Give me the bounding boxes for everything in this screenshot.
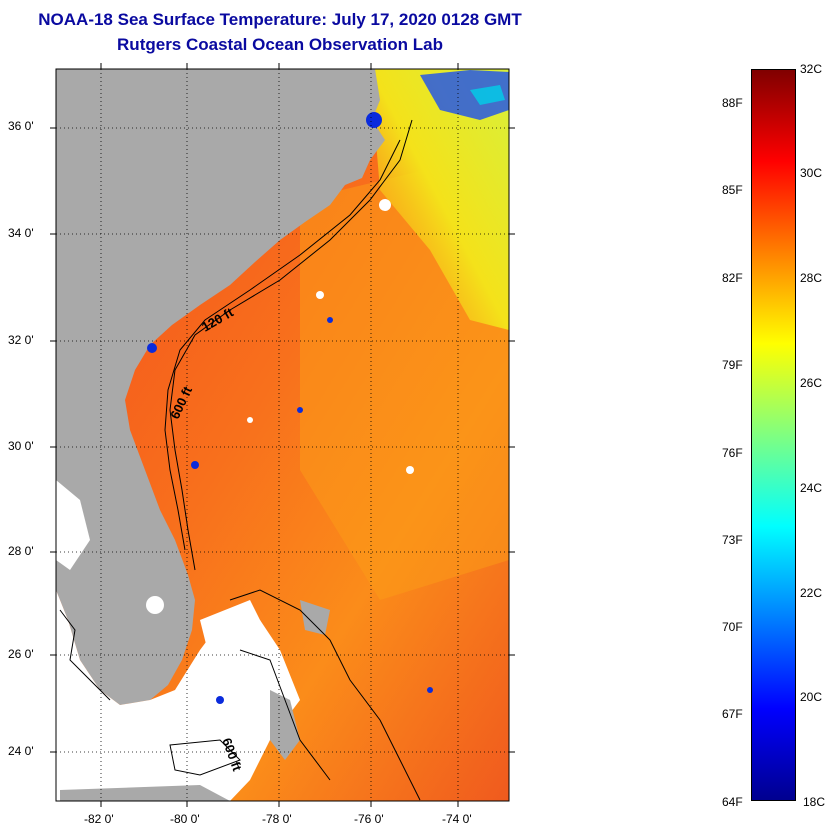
colorbar-celsius-label: 26C: [800, 376, 823, 390]
colorbar-fahrenheit-label: 79F: [722, 358, 743, 372]
bahamas-land: [270, 690, 300, 760]
colorbar-celsius-label: 18C: [803, 795, 826, 809]
colorbar-fahrenheit-label: 85F: [722, 183, 743, 197]
colorbar-celsius-label: 22C: [800, 586, 823, 600]
land-mass: [56, 69, 385, 705]
lon-label: -76 0': [354, 812, 384, 826]
colorbar-celsius-label: 20C: [800, 690, 823, 704]
axis-ticks: [50, 63, 515, 807]
colorbar-celsius-label: 30C: [800, 166, 823, 180]
colorbar-fahrenheit-label: 64F: [722, 795, 743, 809]
colorbar-fahrenheit-label: 88F: [722, 96, 743, 110]
lat-label: 26 0': [8, 647, 34, 661]
cool-water-region: [370, 69, 509, 330]
lon-label: -82 0': [84, 812, 114, 826]
map-title: NOAA-18 Sea Surface Temperature: July 17…: [38, 10, 522, 29]
cold-water-patch: [420, 70, 509, 120]
lat-label: 34 0': [8, 226, 34, 240]
lat-label: 24 0': [8, 744, 34, 758]
colorbar-celsius-label: 28C: [800, 271, 823, 285]
colorbar-celsius-label: 32C: [800, 62, 823, 76]
colorbar-celsius-label: 24C: [800, 481, 823, 495]
lon-label: -80 0': [170, 812, 200, 826]
colorbar-fahrenheit-label: 70F: [722, 620, 743, 634]
temperature-colorbar: [751, 69, 796, 801]
colorbar-fahrenheit-label: 73F: [722, 533, 743, 547]
colorbar-fahrenheit-label: 82F: [722, 271, 743, 285]
lon-label: -78 0': [262, 812, 292, 826]
lat-label: 32 0': [8, 333, 34, 347]
lon-label: -74 0': [442, 812, 472, 826]
colorbar-fahrenheit-label: 76F: [722, 446, 743, 460]
colorbar-fahrenheit-label: 67F: [722, 707, 743, 721]
map-frame: [55, 68, 510, 802]
lat-label: 28 0': [8, 544, 34, 558]
lat-label: 36 0': [8, 119, 34, 133]
lat-label: 30 0': [8, 439, 34, 453]
map-subtitle: Rutgers Coastal Ocean Observation Lab: [117, 35, 443, 54]
